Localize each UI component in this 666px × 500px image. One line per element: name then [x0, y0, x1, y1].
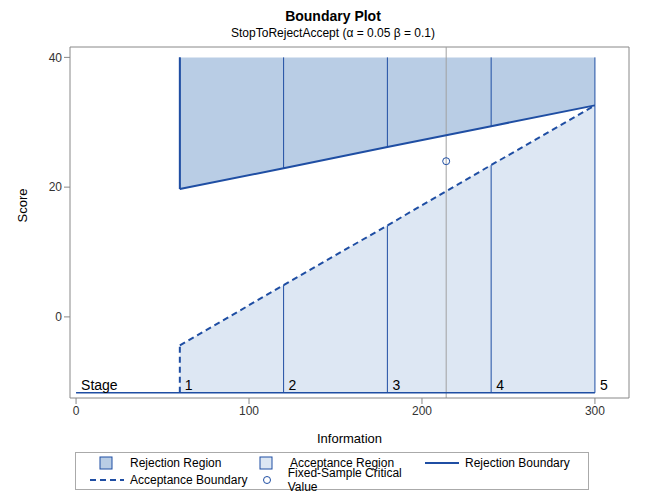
svg-text:3: 3 — [392, 377, 400, 393]
html-text:StopToRejectAccept (α = 0.05 β: StopToRejectAccept (α = 0.05 β = 0.1) — [231, 26, 435, 40]
html-text:Fixed-Sample Critical Value: Fixed-Sample Critical Value — [287, 465, 402, 494]
svg-text:4: 4 — [496, 377, 504, 393]
svg-text:40: 40 — [49, 51, 63, 65]
html-text:Rejection Boundary: Rejection Boundary — [465, 455, 570, 470]
svg-text:2: 2 — [289, 377, 297, 393]
svg-text:20: 20 — [49, 180, 63, 194]
html-text:Boundary Plot: Boundary Plot — [285, 8, 381, 24]
svg-text:300: 300 — [585, 404, 605, 418]
svg-text:Information: Information — [317, 431, 382, 445]
svg-text:200: 200 — [412, 404, 432, 418]
svg-text:Stage: Stage — [81, 377, 118, 393]
svg-text:Score: Score — [15, 189, 30, 223]
svg-text:100: 100 — [239, 404, 259, 418]
svg-text:0: 0 — [55, 310, 62, 324]
svg-text:1: 1 — [185, 377, 193, 393]
svg-text:5: 5 — [600, 377, 608, 393]
html-text:Acceptance Region: Acceptance Region — [290, 455, 395, 470]
html-text:Rejection Region: Rejection Region — [130, 455, 222, 470]
html-text:Acceptance Boundary: Acceptance Boundary — [130, 472, 248, 487]
svg-text:0: 0 — [73, 404, 80, 418]
